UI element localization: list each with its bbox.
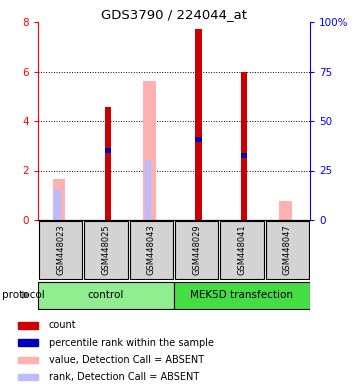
FancyBboxPatch shape [38,281,174,308]
Text: rank, Detection Call = ABSENT: rank, Detection Call = ABSENT [49,372,199,382]
Bar [18,322,38,329]
Title: GDS3790 / 224044_at: GDS3790 / 224044_at [101,8,247,21]
Text: GSM448025: GSM448025 [101,225,110,275]
Bar [195,137,202,142]
FancyBboxPatch shape [175,221,218,279]
Bar [18,356,38,363]
Bar [195,30,202,220]
FancyBboxPatch shape [266,221,309,279]
Text: control: control [88,290,124,300]
Text: GSM448023: GSM448023 [56,225,65,275]
Bar [105,148,111,153]
Text: MEK5D transfection: MEK5D transfection [191,290,293,300]
Text: GSM448043: GSM448043 [147,225,156,275]
Bar [52,179,65,220]
FancyBboxPatch shape [130,221,173,279]
Bar [54,190,61,220]
Text: protocol: protocol [2,290,45,300]
Bar [145,160,151,220]
Bar [279,202,292,220]
Bar [241,71,247,220]
Text: percentile rank within the sample: percentile rank within the sample [49,338,214,348]
Bar [105,108,111,220]
Text: count: count [49,320,77,330]
FancyBboxPatch shape [39,221,82,279]
Bar [18,339,38,346]
FancyBboxPatch shape [220,221,264,279]
FancyBboxPatch shape [174,281,310,308]
Text: GSM448041: GSM448041 [238,225,247,275]
Text: GSM448047: GSM448047 [283,225,292,275]
Text: GSM448029: GSM448029 [192,225,201,275]
FancyBboxPatch shape [84,221,128,279]
Bar [241,153,247,158]
Bar [143,81,156,220]
Text: value, Detection Call = ABSENT: value, Detection Call = ABSENT [49,355,204,365]
Bar [18,374,38,381]
